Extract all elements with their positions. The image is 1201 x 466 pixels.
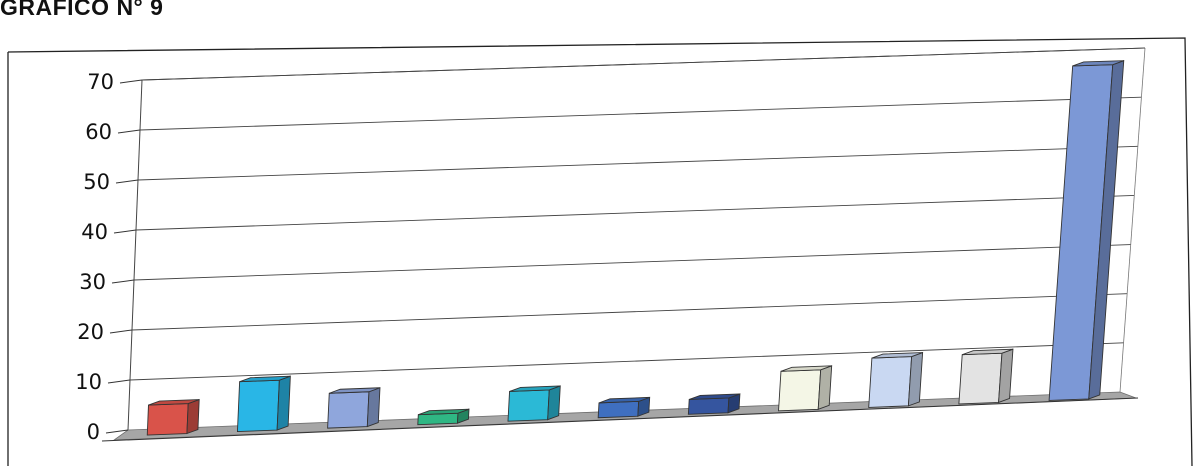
bar-3-front [327, 391, 370, 429]
y-tick-mark-10 [107, 379, 131, 384]
bar-6-front [597, 400, 640, 419]
bar-2-top [239, 375, 291, 383]
bar-6-top [598, 396, 650, 404]
bar-5 [507, 385, 561, 422]
bar-3-top [329, 387, 381, 394]
bar-4-top [418, 408, 470, 416]
bar-3 [327, 387, 381, 429]
gridline-40 [135, 194, 1135, 231]
y-tick-label-20: 20 [77, 320, 104, 344]
y-tick-mark-40 [113, 229, 137, 234]
x-axis-line [101, 397, 1139, 442]
bar-2-front [236, 379, 280, 433]
bar-3-side [366, 387, 381, 428]
y-tick-label-50: 50 [83, 170, 110, 194]
y-tick-mark-30 [111, 279, 135, 284]
bar-2-side [276, 375, 291, 431]
y-tick-label-70: 70 [87, 70, 114, 94]
y-tick-mark-20 [109, 329, 133, 334]
bar-4 [417, 408, 470, 426]
bar-7 [687, 393, 741, 415]
bar-9-top [871, 352, 923, 359]
bar-1 [146, 398, 200, 436]
bar-9 [868, 351, 924, 408]
axes [127, 47, 1146, 431]
bar-6 [597, 396, 651, 419]
bar-11 [1048, 59, 1125, 401]
bar-11-top [1072, 60, 1124, 67]
gridline-30 [133, 244, 1131, 281]
bar-5-side [547, 385, 561, 421]
bars [146, 59, 1125, 436]
chart-border [7, 37, 1193, 466]
y-tick-label-40: 40 [81, 220, 108, 244]
bar-2 [236, 375, 291, 433]
bar-7-top [689, 393, 741, 400]
back-wall-top-edge [141, 47, 1146, 81]
bar-1-front [146, 403, 189, 436]
bar-5-front [507, 389, 550, 422]
bar-5-top [509, 385, 561, 392]
bar-8-side [817, 365, 833, 410]
bar-10-top [962, 348, 1014, 356]
bar-1-side [186, 398, 200, 435]
bar-7-front [687, 397, 730, 415]
chart-title: GRAFICO N° 9 [0, 0, 164, 20]
y-tick-label-60: 60 [85, 120, 112, 144]
y-tick-mark-0 [105, 429, 129, 434]
gridline-50 [137, 145, 1138, 181]
bar-10-front [958, 352, 1003, 405]
bar-10 [958, 348, 1014, 405]
bar-1-top [148, 399, 200, 406]
bar-9-front [868, 356, 913, 408]
y-tick-label-10: 10 [75, 370, 102, 394]
y-tick-label-0: 0 [87, 420, 100, 444]
gridline-20 [131, 293, 1128, 331]
y-tick-label-30: 30 [79, 270, 106, 294]
y-tick-mark-60 [117, 129, 141, 134]
bar-8 [778, 365, 833, 412]
bar-8-front [778, 369, 822, 412]
y-tick-mark-70 [119, 79, 143, 84]
gridline-60 [139, 96, 1142, 131]
y-axis-ticks: 0 10 20 30 40 50 60 70 [75, 70, 143, 444]
y-tick-mark-50 [115, 179, 139, 184]
gridline-10 [129, 342, 1124, 381]
back-wall-right-edge [1119, 47, 1146, 393]
bar-8-top [780, 365, 832, 372]
y-axis-line [127, 79, 143, 431]
gridlines [129, 47, 1146, 381]
